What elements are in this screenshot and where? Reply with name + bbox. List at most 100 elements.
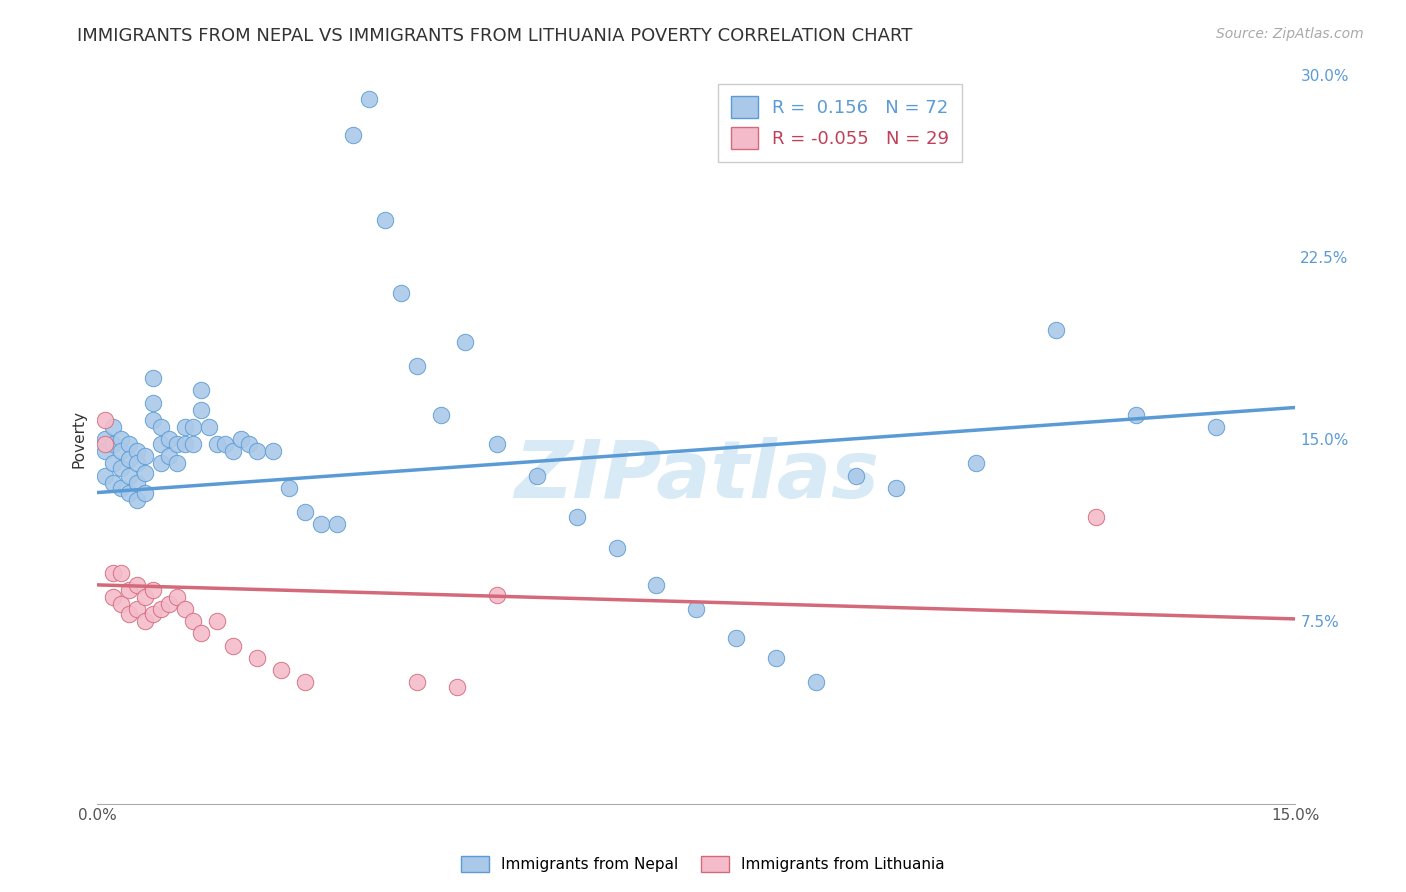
Point xyxy=(326,517,349,532)
Point xyxy=(110,432,132,446)
Legend: Immigrants from Nepal, Immigrants from Lithuania: Immigrants from Nepal, Immigrants from L… xyxy=(454,848,952,880)
Point xyxy=(134,590,156,604)
Point xyxy=(845,468,868,483)
Text: IMMIGRANTS FROM NEPAL VS IMMIGRANTS FROM LITHUANIA POVERTY CORRELATION CHART: IMMIGRANTS FROM NEPAL VS IMMIGRANTS FROM… xyxy=(77,27,912,45)
Point xyxy=(246,444,269,458)
Text: ZIPatlas: ZIPatlas xyxy=(515,436,879,515)
Point xyxy=(142,412,165,426)
Point xyxy=(342,128,364,143)
Point xyxy=(374,213,396,227)
Point xyxy=(405,675,427,690)
Point xyxy=(645,578,668,592)
Point xyxy=(103,475,125,490)
Point xyxy=(127,475,149,490)
Point xyxy=(94,437,117,451)
Point xyxy=(205,437,228,451)
Point xyxy=(222,639,245,653)
Y-axis label: Poverty: Poverty xyxy=(72,410,86,468)
Point xyxy=(134,449,156,463)
Point xyxy=(181,615,204,629)
Point xyxy=(127,492,149,507)
Point xyxy=(1125,408,1147,422)
Point xyxy=(110,481,132,495)
Point xyxy=(190,384,212,398)
Point xyxy=(142,395,165,409)
Point xyxy=(526,468,548,483)
Point xyxy=(446,680,468,694)
Point xyxy=(190,626,212,640)
Point xyxy=(94,412,117,426)
Point xyxy=(181,437,204,451)
Point xyxy=(142,582,165,597)
Point xyxy=(142,607,165,621)
Point xyxy=(1205,420,1227,434)
Text: Source: ZipAtlas.com: Source: ZipAtlas.com xyxy=(1216,27,1364,41)
Point xyxy=(884,481,907,495)
Point xyxy=(454,334,477,349)
Point xyxy=(485,437,508,451)
Point xyxy=(118,468,141,483)
Point xyxy=(110,444,132,458)
Point xyxy=(127,456,149,470)
Point xyxy=(294,505,316,519)
Point xyxy=(606,541,628,556)
Point xyxy=(238,437,260,451)
Point xyxy=(278,481,301,495)
Point xyxy=(118,485,141,500)
Point xyxy=(134,466,156,480)
Point xyxy=(127,444,149,458)
Point xyxy=(134,485,156,500)
Point xyxy=(118,437,141,451)
Point xyxy=(134,615,156,629)
Point xyxy=(1084,509,1107,524)
Point xyxy=(270,663,292,677)
Point xyxy=(150,456,173,470)
Point xyxy=(174,420,197,434)
Point xyxy=(94,444,117,458)
Point xyxy=(181,420,204,434)
Point xyxy=(190,403,212,417)
Point xyxy=(118,582,141,597)
Point xyxy=(565,509,588,524)
Point xyxy=(389,286,412,301)
Point xyxy=(229,432,252,446)
Point xyxy=(142,371,165,385)
Point xyxy=(205,615,228,629)
Point xyxy=(198,420,221,434)
Point xyxy=(246,650,269,665)
Point xyxy=(118,607,141,621)
Point xyxy=(430,408,453,422)
Point xyxy=(166,456,188,470)
Point xyxy=(94,468,117,483)
Point xyxy=(110,598,132,612)
Point xyxy=(765,650,787,665)
Point xyxy=(174,437,197,451)
Point xyxy=(103,456,125,470)
Point xyxy=(405,359,427,373)
Point xyxy=(166,590,188,604)
Point xyxy=(485,588,508,602)
Point xyxy=(294,675,316,690)
Point xyxy=(1045,323,1067,337)
Point xyxy=(157,432,180,446)
Point xyxy=(157,449,180,463)
Point xyxy=(262,444,284,458)
Point xyxy=(94,432,117,446)
Point xyxy=(127,602,149,616)
Legend: R =  0.156   N = 72, R = -0.055   N = 29: R = 0.156 N = 72, R = -0.055 N = 29 xyxy=(718,84,962,162)
Point xyxy=(965,456,987,470)
Point xyxy=(103,420,125,434)
Point xyxy=(103,437,125,451)
Point xyxy=(150,420,173,434)
Point xyxy=(309,517,332,532)
Point xyxy=(166,437,188,451)
Point xyxy=(157,598,180,612)
Point xyxy=(806,675,828,690)
Point xyxy=(103,566,125,580)
Point xyxy=(127,578,149,592)
Point xyxy=(214,437,236,451)
Point xyxy=(357,92,380,106)
Point xyxy=(150,602,173,616)
Point xyxy=(725,632,748,646)
Point xyxy=(685,602,707,616)
